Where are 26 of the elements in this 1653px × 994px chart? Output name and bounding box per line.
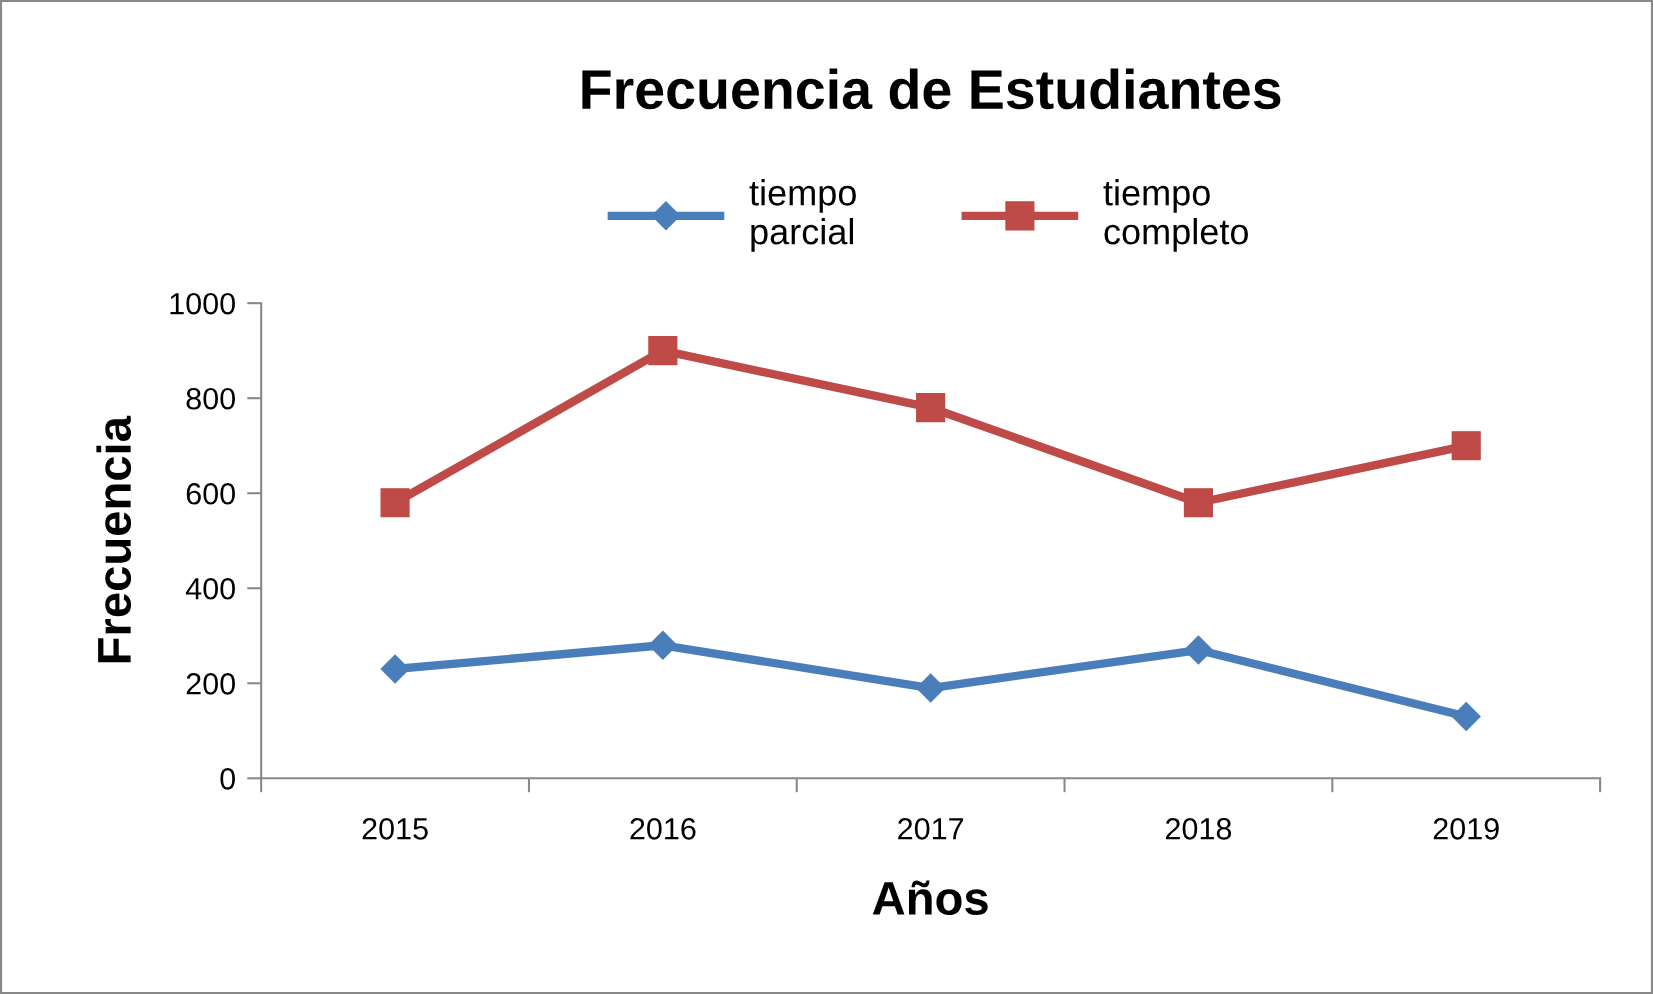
x-tick-label: 2015 [362,818,428,840]
point [380,488,410,518]
point [1451,431,1481,461]
y-axis-title: Frecuencia [96,415,132,663]
point [1183,635,1213,665]
point [380,654,410,684]
legend-label: tiempo parcial [749,179,856,252]
chart-title: Frecuencia de Estudiantes [582,68,1281,110]
y-tick-label: 200 [186,673,235,695]
legend-label: tiempo completo [1103,179,1248,252]
y-tick-label: 600 [186,482,235,505]
y-tick-label: 400 [185,577,235,600]
point [648,630,678,660]
x-tick-label: 2019 [1433,818,1499,840]
y-tick-label: 0 [220,768,235,790]
x-axis-title: Años [872,880,988,916]
point [916,393,946,423]
point [648,336,678,366]
point [1451,702,1481,731]
x-tick-label: 2017 [898,818,964,840]
point [1183,488,1214,518]
x-tick-label: 2018 [1165,818,1232,840]
point [916,673,946,703]
x-tick-label: 2016 [630,818,696,840]
y-tick-label: 800 [186,387,235,410]
y-tick-label: 1000 [170,292,235,315]
